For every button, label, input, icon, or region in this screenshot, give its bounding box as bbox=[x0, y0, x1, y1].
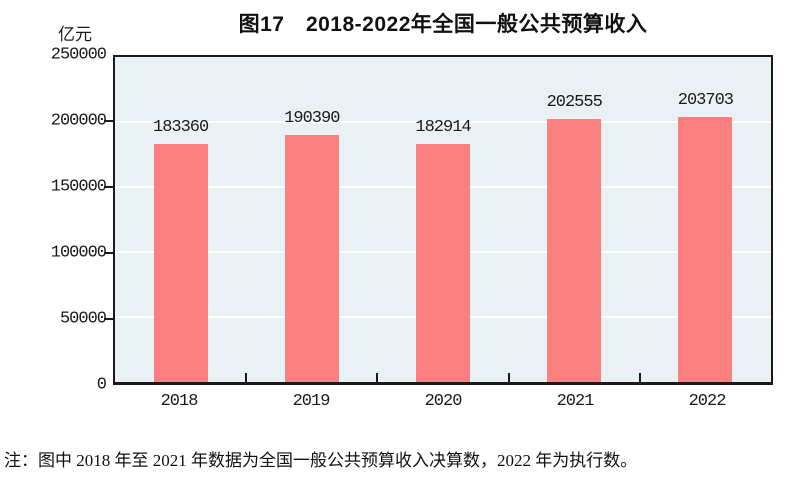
y-axis-tick-mark bbox=[104, 252, 113, 254]
y-axis-tick-label: 150000 bbox=[50, 177, 107, 197]
bar-value-label: 202555 bbox=[546, 92, 603, 112]
y-axis-unit-label: 亿元 bbox=[58, 25, 92, 44]
y-axis-tick-labels: 0 50000 100000 150000 200000 250000 bbox=[14, 46, 107, 395]
y-axis-tick-mark bbox=[104, 120, 113, 122]
x-axis-tick-mark bbox=[507, 373, 510, 382]
y-axis-tick-label: 100000 bbox=[50, 243, 107, 263]
x-axis-label-2018: 2018 bbox=[160, 392, 199, 411]
bar-value-label: 190390 bbox=[284, 108, 340, 128]
bar-value-label: 182914 bbox=[415, 118, 471, 138]
chart-title: 图17 2018-2022年全国一般公共预算收入 bbox=[238, 13, 648, 36]
y-axis-tick-label: 200000 bbox=[50, 111, 107, 131]
y-axis-tick-mark bbox=[104, 318, 113, 320]
footnote: 注：图中 2018 年至 2021 年数据为全国一般公共预算收入决算数，2022… bbox=[4, 451, 638, 470]
x-axis-tick-labels: 2018 2019 2020 2021 2022 bbox=[113, 392, 773, 416]
y-axis-tick-label: 50000 bbox=[59, 309, 107, 329]
x-axis-label-2019: 2019 bbox=[292, 392, 331, 411]
bar-2019 bbox=[284, 134, 339, 382]
y-axis-tick-mark bbox=[104, 186, 113, 188]
bar-2022 bbox=[678, 117, 733, 382]
gridline bbox=[115, 121, 771, 123]
y-axis-tick-marks bbox=[104, 55, 113, 385]
bar-value-label: 183360 bbox=[153, 117, 209, 137]
x-axis-label-2020: 2020 bbox=[424, 392, 463, 411]
bar-2021 bbox=[547, 118, 602, 382]
y-axis-tick-label: 0 bbox=[96, 375, 107, 395]
x-axis-tick-mark bbox=[376, 373, 379, 382]
bar-2018 bbox=[153, 143, 208, 382]
bar-value-label: 203703 bbox=[677, 91, 734, 111]
y-axis-tick-label: 250000 bbox=[50, 45, 107, 65]
x-axis-label-2022: 2022 bbox=[688, 392, 727, 411]
x-axis-tick-mark bbox=[638, 373, 641, 382]
plot-area: 183360 190390 182914 202555 203703 bbox=[113, 55, 773, 385]
x-axis-label-2021: 2021 bbox=[556, 392, 595, 411]
bar-2020 bbox=[416, 144, 470, 382]
x-axis-tick-mark bbox=[245, 373, 248, 382]
